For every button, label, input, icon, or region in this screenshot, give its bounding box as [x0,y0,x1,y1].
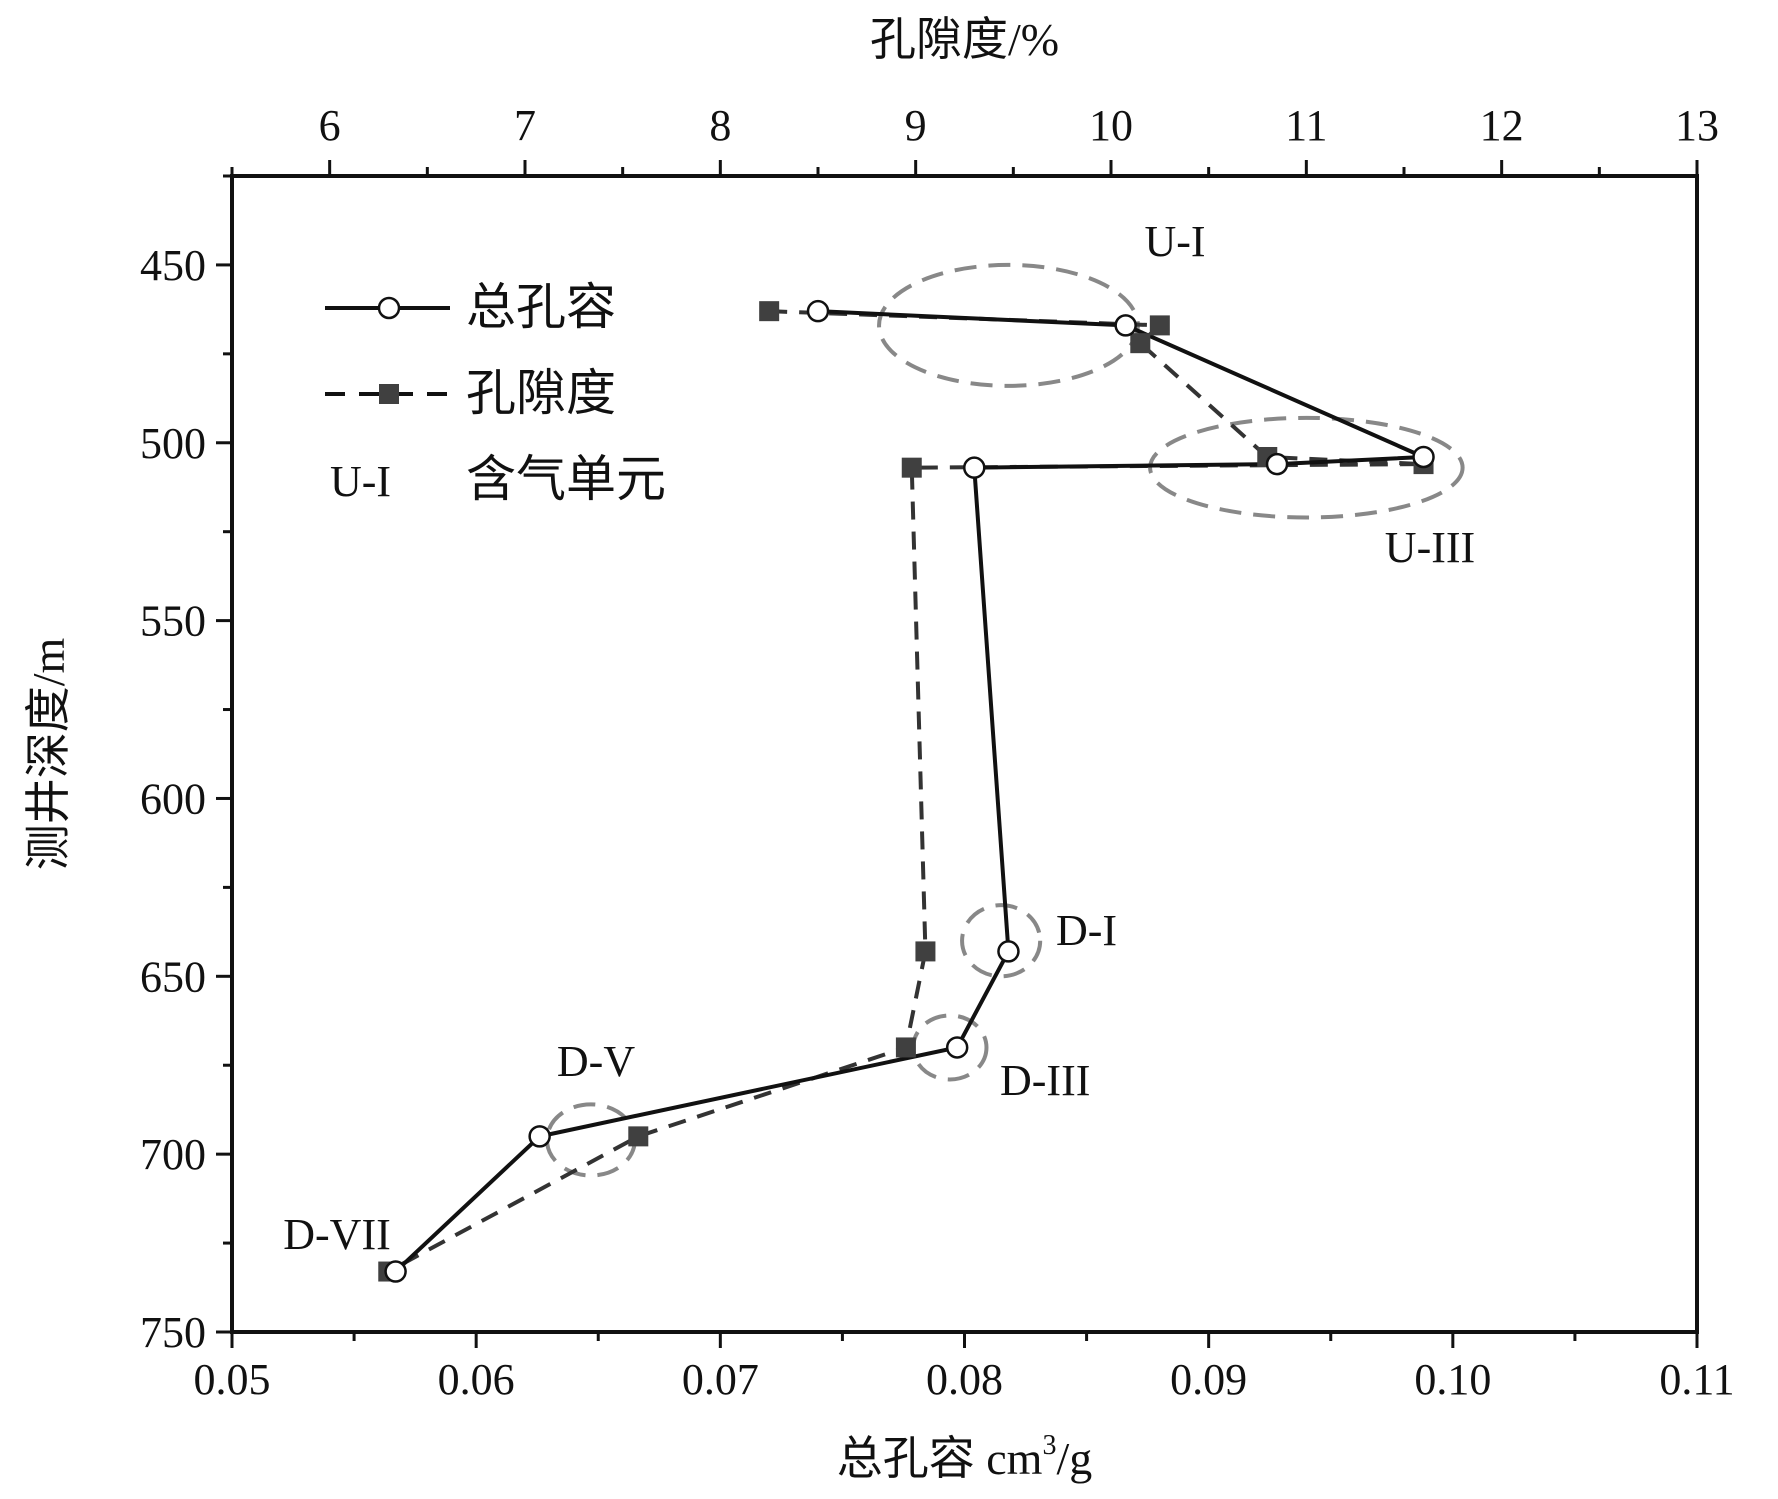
porosity-point [1149,315,1170,336]
bottom-axis-title-main: 总孔容 cm [837,1433,1043,1484]
total-pore-volume-point [1265,452,1289,476]
bottom-tick-label: 0.07 [682,1355,759,1404]
top-tick-label: 6 [319,101,341,150]
porosity-point [915,941,936,962]
top-tick-label: 7 [514,101,536,150]
series-layer [378,299,1435,1283]
porosity-point [628,1126,649,1147]
left-tick-label: 550 [140,597,206,646]
left-tick-label: 500 [140,419,206,468]
total-pore-volume-point [384,1260,407,1283]
unit-label-u-iii: U-III [1385,523,1475,572]
total-pore-volume-point [1412,445,1435,469]
legend-total-pore-volume-marker [377,296,401,320]
bottom-tick-label: 0.05 [194,1355,271,1404]
total-pore-volume-point [997,940,1020,963]
gas-unit-ellipse-d-i [960,903,1043,979]
porosity-point [901,457,922,478]
legend-unit-label: 含气单元 [466,451,666,507]
unit-label-d-iii: D-III [1000,1056,1090,1105]
bottom-axis-title-tail: /g [1056,1433,1092,1484]
left-tick-label: 750 [140,1308,206,1357]
bottom-tick-label: 0.08 [926,1355,1003,1404]
left-axis-title: 测井深度/m [23,638,74,871]
legend-porosity-label: 孔隙度 [466,365,616,421]
bottom-axis-title: 总孔容 cm3/g [837,1430,1092,1484]
total-pore-volume-point [963,456,986,479]
unit-label-d-i: D-I [1056,906,1117,955]
legend-porosity-marker [379,384,399,404]
total-pore-volume-point [528,1125,551,1148]
unit-labels: U-I U-III D-I D-III D-V D-VII [283,217,1475,1259]
plot-frame [230,174,1699,1334]
legend-total-pore-volume-label: 总孔容 [466,279,616,335]
porosity-point [1130,333,1151,354]
gas-unit-ellipses [544,262,1465,1178]
porosity-point [759,301,780,322]
top-tick-label: 11 [1285,101,1327,150]
total-pore-volume-point [806,299,830,323]
top-tick-label: 8 [709,101,731,150]
unit-label-u-i: U-I [1144,217,1205,266]
porosity-point [895,1037,916,1058]
unit-label-d-v: D-V [557,1037,635,1086]
bottom-tick-label: 0.09 [1170,1355,1247,1404]
bottom-tick-label: 0.06 [438,1355,515,1404]
unit-label-d-vii: D-VII [283,1210,391,1259]
top-tick-label: 13 [1675,101,1719,150]
bottom-tick-label: 0.11 [1659,1355,1734,1404]
left-tick-label: 700 [140,1130,206,1179]
top-axis-title: 孔隙度/% [870,14,1059,65]
left-tick-label: 450 [140,241,206,290]
left-tick-label: 600 [140,774,206,823]
legend-unit-symbol: U-I [330,457,391,506]
top-tick-label: 9 [905,101,927,150]
gas-unit-ellipse-u-iii [1148,415,1465,520]
axes-layer: 0.05 0.06 0.07 0.08 0.09 0.10 0.11 6 7 8 9 10 11 12 13… [23,14,1735,1484]
top-tick-label: 12 [1480,101,1524,150]
bottom-tick-label: 0.10 [1414,1355,1491,1404]
left-tick-label: 650 [140,952,206,1001]
gas-unit-ellipse-d-v [544,1102,637,1178]
total-pore-volume-point [945,1036,969,1059]
total-pore-volume-point [1114,314,1137,337]
top-tick-label: 10 [1089,101,1133,150]
bottom-axis-title-sup: 3 [1042,1430,1056,1461]
